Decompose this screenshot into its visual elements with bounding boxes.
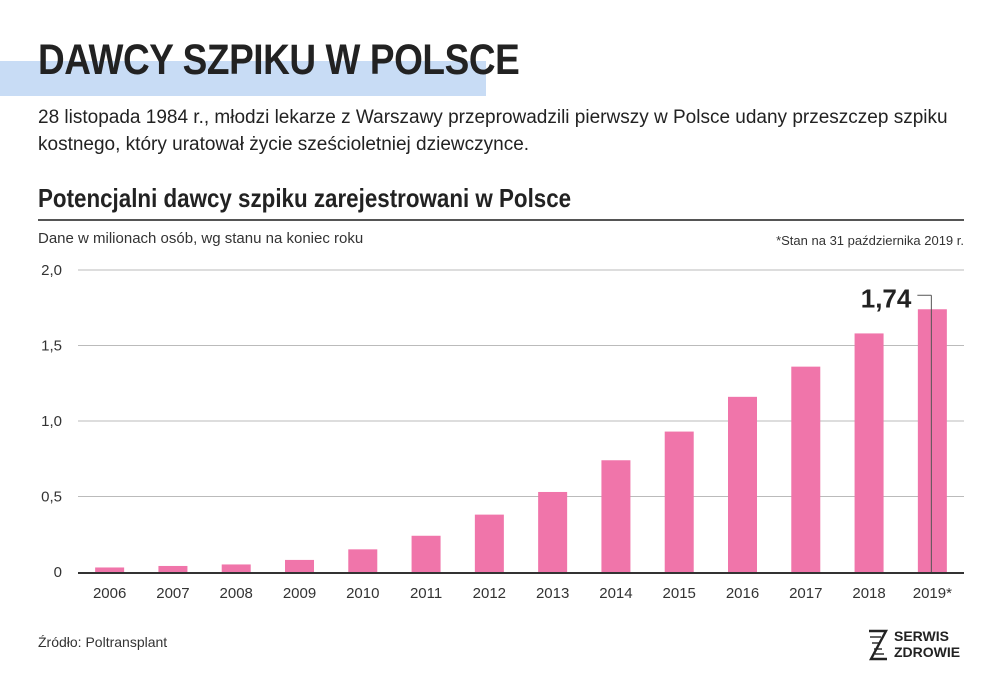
logo-line-1: SERWIS — [894, 628, 949, 644]
y-tick-label: 0,5 — [41, 489, 62, 506]
x-tick-label: 2015 — [663, 585, 696, 602]
intro-text: 28 listopada 1984 r., młodzi lekarze z W… — [38, 107, 948, 155]
logo-line-2: ZDROWIE — [894, 644, 961, 660]
x-tick-label: 2017 — [789, 585, 822, 602]
x-tick-label: 2010 — [346, 585, 379, 602]
bar — [474, 514, 504, 572]
bar — [348, 549, 378, 572]
dna-z-icon — [868, 629, 889, 661]
bar — [221, 564, 251, 572]
page-title: DAWCY SZPIKU W POLSCE — [38, 36, 520, 84]
bar — [854, 333, 884, 572]
bar — [95, 567, 125, 572]
y-tick-label: 1,0 — [41, 413, 62, 430]
chart-subtitle: Dane w milionach osób, wg stanu na konie… — [38, 230, 364, 247]
x-tick-label: 2013 — [536, 585, 569, 602]
x-tick-label: 2019* — [913, 585, 952, 602]
source-text: Źródło: Poltransplant — [38, 634, 168, 650]
x-tick-label: 2006 — [93, 585, 126, 602]
chart-title-rule — [38, 219, 964, 221]
y-tick-label: 1,5 — [41, 338, 62, 355]
chart-note: *Stan na 31 października 2019 r. — [776, 233, 964, 248]
bar — [158, 565, 188, 572]
bar — [411, 535, 441, 572]
x-tick-label: 2016 — [726, 585, 759, 602]
x-tick-label: 2009 — [283, 585, 316, 602]
bar — [601, 460, 631, 572]
y-tick-label: 0 — [54, 564, 62, 581]
bar — [538, 491, 568, 572]
bar — [664, 431, 694, 572]
title-highlight-bar — [0, 61, 486, 96]
serwis-zdrowie-logo: SERWIS ZDROWIE — [866, 627, 976, 663]
x-tick-label: 2008 — [220, 585, 253, 602]
bar — [728, 396, 757, 572]
x-tick-label: 2012 — [473, 585, 506, 602]
x-tick-label: 2018 — [852, 585, 885, 602]
x-tick-label: 2007 — [156, 585, 189, 602]
x-tick-label: 2011 — [410, 585, 442, 602]
highlight-value-label: 1,74 — [861, 283, 912, 313]
x-tick-label: 2014 — [599, 585, 632, 602]
chart-title: Potencjalni dawcy szpiku zarejestrowani … — [38, 183, 572, 213]
y-tick-label: 2,0 — [41, 262, 62, 279]
bar — [791, 366, 821, 572]
bar — [285, 559, 314, 572]
bar — [917, 309, 947, 572]
